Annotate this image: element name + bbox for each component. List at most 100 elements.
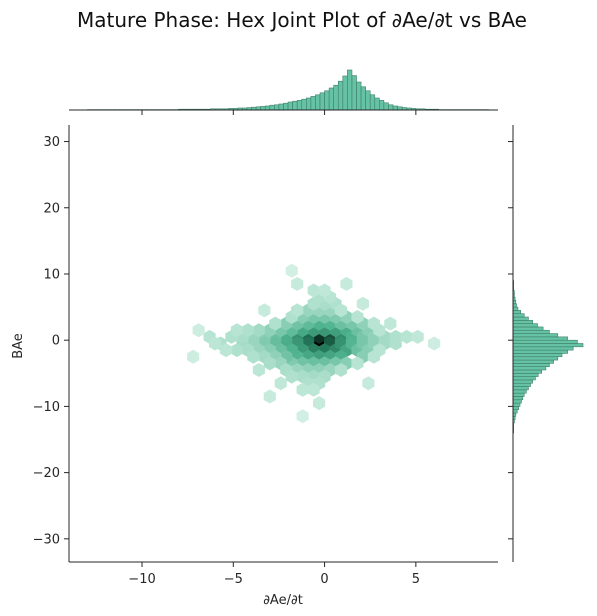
hexbin-cell (411, 329, 424, 344)
right-histogram-bar (512, 320, 533, 324)
x-axis-label: ∂Ae/∂t (263, 593, 303, 608)
right-histogram-bar (512, 372, 539, 377)
top-histogram-bar (347, 69, 353, 111)
right-histogram-bar (512, 346, 574, 351)
y-tick-label: −10 (33, 400, 60, 415)
right-histogram-bar (512, 389, 527, 394)
top-histogram-bar (374, 97, 380, 111)
hexbin-cell (241, 323, 254, 338)
hexbin-cell (389, 336, 402, 351)
hexbin-cell (263, 356, 276, 371)
right-histogram-bar (512, 386, 529, 391)
top-histogram-bar (369, 94, 376, 111)
hexbin-cells (187, 263, 441, 424)
top-histogram-bar (356, 81, 362, 111)
hexbin-cell (362, 376, 375, 391)
hexbin-cell (356, 296, 369, 311)
hexbin-cell (192, 323, 205, 338)
top-histogram-bar (365, 90, 371, 111)
top-histogram-bar (278, 103, 284, 111)
hexbin-cell (252, 363, 265, 377)
x-axis-ticks: −10 −5 0 5 (128, 562, 420, 587)
hexbin-cell (296, 409, 309, 424)
hexbin-cell (428, 336, 441, 351)
chart-title: Mature Phase: Hex Joint Plot of ∂Ae/∂t v… (77, 8, 527, 32)
top-marginal-ticks (141, 110, 417, 115)
top-histogram-bar (296, 100, 303, 111)
right-histogram-bar (512, 406, 519, 411)
hexbin-cell (187, 349, 200, 364)
right-histogram-bar (512, 402, 521, 407)
hexbin-cell (307, 283, 320, 298)
right-histogram-bar (512, 356, 559, 361)
top-histogram-bar (360, 86, 366, 111)
right-histogram-bar (512, 382, 531, 387)
right-histogram-bar (512, 339, 578, 344)
y-tick-label: 20 (43, 201, 60, 216)
right-histogram-bar (512, 323, 538, 328)
hexbin-cell (296, 382, 309, 397)
right-histogram-bar (512, 359, 554, 364)
right-histogram-bar (512, 333, 559, 338)
right-histogram-bar (512, 396, 524, 401)
top-histogram-bar (269, 104, 275, 111)
top-histogram-bar (383, 102, 389, 111)
hexbin-cell (274, 376, 287, 391)
right-histogram-bar (512, 313, 525, 318)
top-marginal-histogram (69, 69, 498, 111)
hexbin-cell (351, 356, 364, 371)
hexbin-cell (285, 369, 298, 384)
hexbin-cell (285, 263, 298, 278)
hexbin-cell (313, 396, 326, 411)
hexbin-cell (230, 343, 243, 358)
hexbin-cell (373, 343, 386, 358)
hexbin-cell (307, 382, 320, 397)
y-axis-ticks: −30 −20 −10 0 10 20 30 (33, 135, 69, 547)
hexbin-cell (334, 363, 348, 377)
hexbin-cell (291, 303, 304, 318)
y-tick-label: 30 (43, 135, 60, 150)
right-histogram-bar (512, 316, 529, 321)
top-histogram-bar (274, 104, 280, 111)
hexbin-cell (230, 323, 243, 338)
right-histogram-bar (512, 379, 533, 384)
top-histogram-bar (319, 92, 325, 111)
hexbin-cell (291, 276, 304, 291)
hexbin-cell (247, 349, 260, 364)
hexbin-cell (318, 283, 331, 298)
hexbin-cell (269, 316, 282, 331)
y-tick-label: −30 (33, 532, 60, 547)
hexbin-cell (219, 343, 233, 358)
x-tick-label: −10 (128, 572, 155, 587)
top-histogram-bar (328, 87, 335, 111)
x-tick-label: 0 (320, 572, 328, 587)
top-histogram-bar (260, 106, 266, 111)
top-histogram-bar (315, 94, 321, 111)
top-histogram-bar (283, 102, 289, 111)
hexbin-cell (209, 336, 222, 351)
right-histogram-bar (512, 366, 547, 371)
top-histogram-bar (351, 75, 357, 111)
right-marginal-ticks (508, 141, 513, 540)
right-histogram-bar (512, 399, 522, 404)
top-histogram-bar (324, 90, 330, 111)
x-tick-label: −5 (224, 572, 243, 587)
right-histogram-bar (512, 343, 584, 348)
right-histogram-bar (512, 376, 536, 381)
right-histogram-bar (512, 310, 521, 315)
hexbin-cell (252, 323, 265, 338)
hexbin-cell (263, 389, 276, 404)
hexbin-plot-area (68, 125, 498, 563)
top-histogram-bar (301, 98, 307, 111)
right-histogram-bar (512, 329, 550, 334)
top-histogram-bar (264, 105, 271, 111)
right-histogram-bar (512, 392, 525, 397)
hexbin-cell (351, 310, 364, 324)
hexbin-cell (258, 303, 271, 318)
hexbin-cell (400, 329, 413, 344)
top-histogram-bar (333, 84, 339, 111)
y-tick-label: 10 (43, 267, 60, 282)
x-tick-label: 5 (412, 572, 420, 587)
y-axis-label: BAe (11, 333, 26, 359)
top-histogram-bar (342, 75, 348, 111)
